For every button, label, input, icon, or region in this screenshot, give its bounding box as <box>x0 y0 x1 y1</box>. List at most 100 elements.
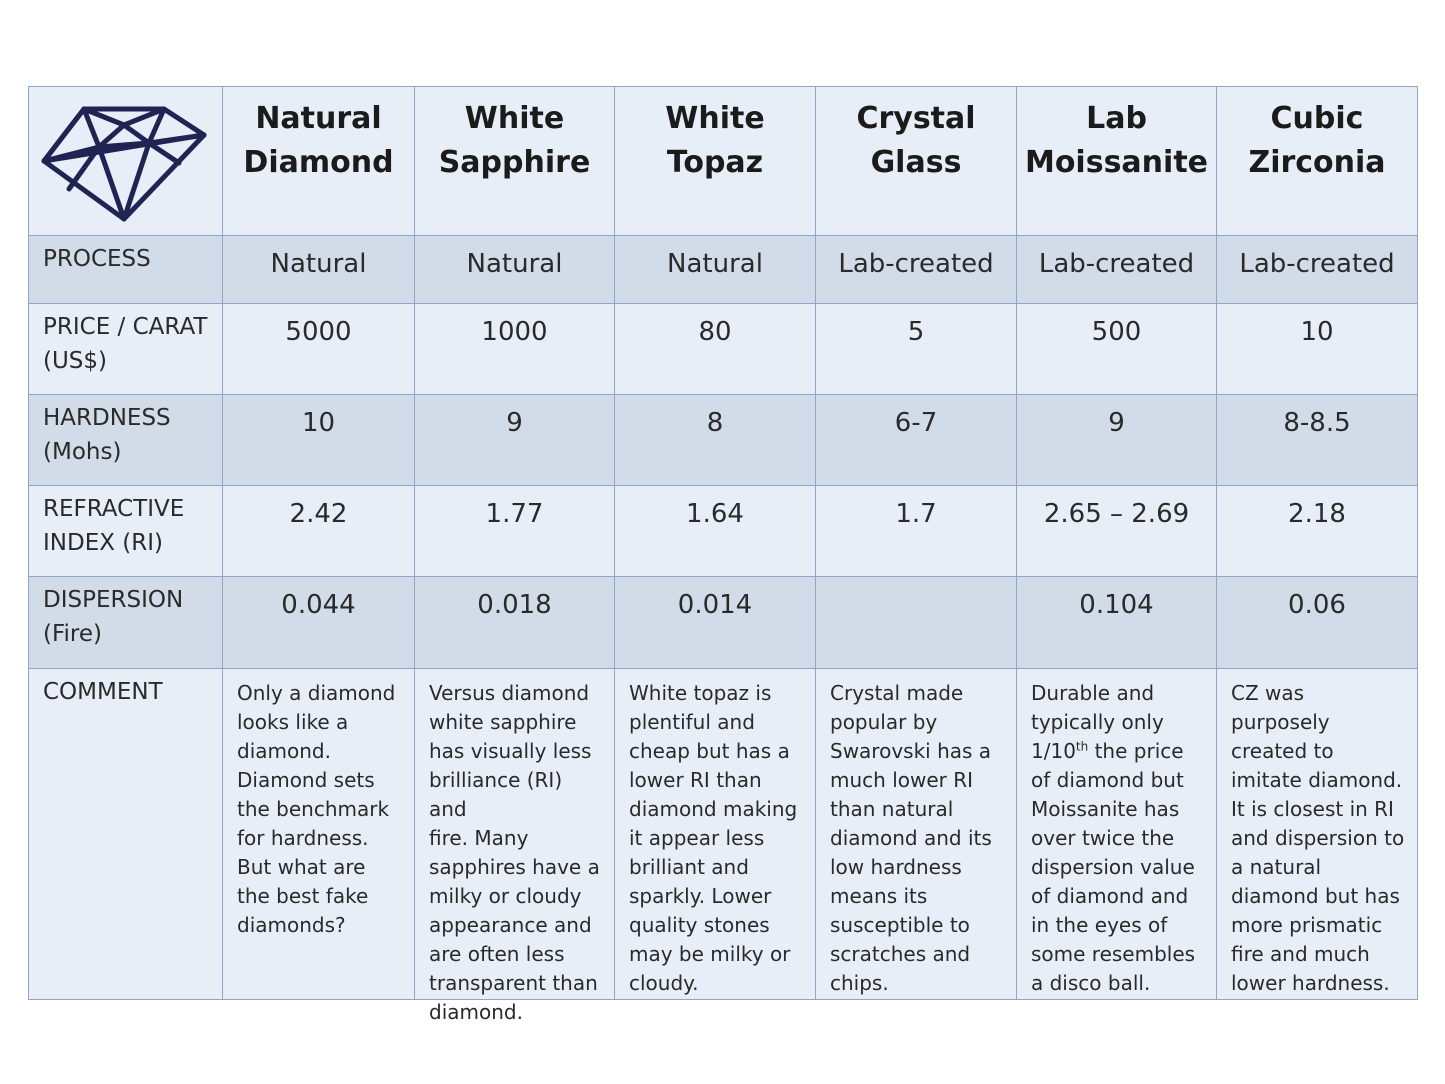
header-line2: Zirconia <box>1248 145 1386 180</box>
comment-row: COMMENT Only a diamond looks like a diam… <box>29 668 1417 1024</box>
header-line1: Cubic <box>1270 101 1364 136</box>
comment-cubic-zirconia: CZ was purposely created to imitate diam… <box>1216 669 1417 999</box>
comment-line: diamonds? <box>237 913 346 937</box>
comment-line: of diamond and <box>1031 884 1189 908</box>
comment-line: susceptible to <box>830 913 970 937</box>
table-cell: 5 <box>815 304 1016 394</box>
comment-line: lower RI than <box>629 768 762 792</box>
comment-line: Moissanite has <box>1031 797 1180 821</box>
comment-line: Only a diamond <box>237 681 396 705</box>
comment-line: are often less <box>429 942 565 966</box>
comment-line: created to <box>1231 739 1334 763</box>
process-row: PROCESS Natural Natural Natural Lab-crea… <box>29 235 1417 303</box>
row-label-refractive: REFRACTIVE INDEX (RI) <box>29 486 222 576</box>
comment-line: for hardness. <box>237 826 369 850</box>
comment-white-sapphire: Versus diamond white sapphire has visual… <box>414 669 614 1024</box>
comment-line: milky or cloudy <box>429 884 582 908</box>
comment-line: low hardness <box>830 855 962 879</box>
header-line2: Topaz <box>666 145 764 180</box>
comment-line: may be milky or <box>629 942 791 966</box>
comment-natural-diamond: Only a diamond looks like a diamond. Dia… <box>222 669 414 999</box>
table-cell: 2.18 <box>1216 486 1417 576</box>
comment-line: means its <box>830 884 928 908</box>
row-label-process: PROCESS <box>29 236 222 303</box>
header-line1: Natural <box>255 101 382 136</box>
row-label-text: HARDNESS <box>43 405 171 431</box>
refractive-index-row: REFRACTIVE INDEX (RI) 2.42 1.77 1.64 1.7… <box>29 485 1417 576</box>
comment-line: the best fake <box>237 884 369 908</box>
table-cell: 9 <box>1016 395 1216 485</box>
comment-line: 1/10th the price <box>1031 737 1208 766</box>
comment-line: CZ was purposely <box>1231 681 1330 734</box>
comment-crystal-glass: Crystal made popular by Swarovski has a … <box>815 669 1016 999</box>
table-cell: 0.104 <box>1016 577 1216 668</box>
header-line1: White <box>464 101 565 136</box>
comparison-table: Natural Diamond White Sapphire White Top… <box>28 86 1418 1024</box>
comment-line: white sapphire <box>429 710 577 734</box>
comment-line: diamond making <box>629 797 798 821</box>
header-line1: Crystal <box>856 101 976 136</box>
comment-line: Diamond sets <box>237 768 375 792</box>
row-label-comment: COMMENT <box>29 669 222 999</box>
table-cell: 0.044 <box>222 577 414 668</box>
comment-line: of diamond but <box>1031 768 1184 792</box>
table-cell: 2.65 – 2.69 <box>1016 486 1216 576</box>
row-label-unit: (Mohs) <box>43 439 122 465</box>
table-cell: 1.7 <box>815 486 1016 576</box>
comment-line: brilliance (RI) and <box>429 768 563 821</box>
comment-line: imitate diamond. <box>1231 768 1403 792</box>
dispersion-row: DISPERSION (Fire) 0.044 0.018 0.014 0.10… <box>29 576 1417 668</box>
comment-text: the price <box>1088 739 1184 763</box>
table-cell: 0.018 <box>414 577 614 668</box>
table-cell <box>815 577 1016 668</box>
column-header-white-sapphire: White Sapphire <box>414 87 614 235</box>
table-cell: Natural <box>614 236 815 303</box>
comment-line: diamond and its <box>830 826 992 850</box>
table-cell: 9 <box>414 395 614 485</box>
comment-line: scratches and <box>830 942 971 966</box>
comment-line: fire and much <box>1231 942 1370 966</box>
comment-line: and dispersion to <box>1231 826 1405 850</box>
comment-lab-moissanite: Durable and typically only 1/10th the pr… <box>1016 669 1216 999</box>
comment-line: transparent than <box>429 971 598 995</box>
row-label-text: COMMENT <box>43 679 163 705</box>
comment-line: over twice the <box>1031 826 1175 850</box>
comment-line: fire. Many <box>429 826 529 850</box>
table-cell: 5000 <box>222 304 414 394</box>
row-label-text: PRICE / CARAT <box>43 314 208 340</box>
comment-line: White topaz is <box>629 681 772 705</box>
comment-line: appearance and <box>429 913 592 937</box>
comment-line: cheap but has a <box>629 739 790 763</box>
header-line2: Sapphire <box>438 145 591 180</box>
comment-line: dispersion value <box>1031 855 1195 879</box>
table-cell: 1.64 <box>614 486 815 576</box>
comment-line: brilliant and <box>629 855 749 879</box>
comment-line: Crystal made <box>830 681 964 705</box>
comment-line: a natural <box>1231 855 1322 879</box>
comment-line: Swarovski has a <box>830 739 992 763</box>
column-header-cubic-zirconia: Cubic Zirconia <box>1216 87 1417 235</box>
comment-line: looks like a <box>237 710 349 734</box>
header-line2: Diamond <box>243 145 394 180</box>
table-cell: Lab-created <box>1016 236 1216 303</box>
comment-line: Versus diamond <box>429 681 590 705</box>
table-cell: Lab-created <box>1216 236 1417 303</box>
table-cell: 1000 <box>414 304 614 394</box>
comment-line: But what are <box>237 855 366 879</box>
row-label-price: PRICE / CARAT (US$) <box>29 304 222 394</box>
row-label-text: PROCESS <box>43 246 151 272</box>
comment-line: typically only <box>1031 710 1164 734</box>
comment-line: diamond. <box>429 1000 523 1024</box>
table-cell: 8 <box>614 395 815 485</box>
row-label-hardness: HARDNESS (Mohs) <box>29 395 222 485</box>
row-label-dispersion: DISPERSION (Fire) <box>29 577 222 668</box>
comment-line: more prismatic <box>1231 913 1383 937</box>
ordinal-suffix: th <box>1075 739 1089 754</box>
comment-line: diamond. <box>237 739 331 763</box>
table-cell: 0.06 <box>1216 577 1417 668</box>
price-row: PRICE / CARAT (US$) 5000 1000 80 5 500 1… <box>29 303 1417 394</box>
comment-line: chips. <box>830 971 889 995</box>
header-line1: Lab <box>1086 101 1147 136</box>
table-cell: Natural <box>222 236 414 303</box>
comment-line: sparkly. Lower <box>629 884 772 908</box>
